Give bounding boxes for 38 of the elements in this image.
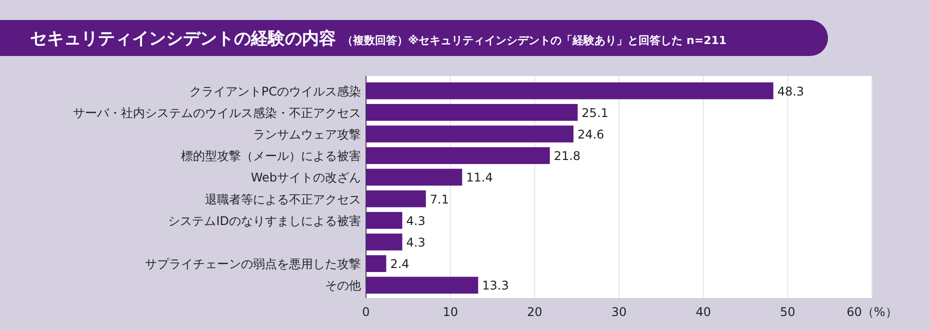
data-label: 4.3: [406, 214, 426, 228]
x-tick-label: 30: [611, 305, 627, 319]
y-tick-label: 退職者等による不正アクセス: [205, 192, 361, 206]
data-label: 13.3: [482, 278, 509, 293]
bar: [366, 104, 578, 121]
data-label: 2.4: [390, 257, 410, 272]
y-tick-label: 標的型攻撃（メール）による被害: [181, 149, 361, 164]
data-label: 25.1: [582, 106, 608, 120]
x-tick-label: 50: [780, 305, 796, 319]
bar: [366, 212, 402, 229]
x-tick-label: 40: [696, 305, 711, 319]
x-tick-label: 60（%）: [846, 305, 898, 319]
data-label: 24.6: [577, 128, 604, 142]
bar: [366, 255, 386, 272]
x-tick-label: 0: [362, 305, 370, 319]
y-tick-label: ランサムウェア攻撃: [253, 128, 361, 142]
y-tick-label: クライアントPCのウイルス感染: [189, 84, 361, 98]
data-label: 11.4: [466, 170, 493, 185]
text: セキュリティインシデントの経験の内容: [30, 29, 336, 49]
x-tick-label: 20: [527, 305, 542, 319]
bar: [366, 190, 426, 208]
y-tick-label: システムIDのなりすましによる被害: [168, 214, 361, 228]
bar: [366, 168, 462, 186]
data-label: 48.3: [777, 84, 804, 98]
bar: [366, 234, 402, 250]
bar: [366, 276, 478, 294]
y-tick-label: その他: [325, 278, 361, 293]
y-tick-label: サプライチェーンの弱点を悪用した攻撃: [145, 257, 361, 272]
y-tick-label: サーバ・社内システムのウイルス感染・不正アクセス: [73, 106, 361, 120]
y-tick-label: Webサイトの改ざん: [250, 170, 361, 185]
bar: [366, 126, 574, 142]
data-label: 4.3: [406, 236, 426, 250]
data-label: 21.8: [554, 149, 581, 164]
data-label: 7.1: [430, 192, 449, 206]
bar: [366, 147, 550, 164]
chart-subtitle: （複数回答）※セキュリティインシデントの「経験あり」と回答した n=211: [342, 34, 727, 47]
bar: [366, 82, 774, 100]
x-tick-label: 10: [442, 305, 458, 319]
